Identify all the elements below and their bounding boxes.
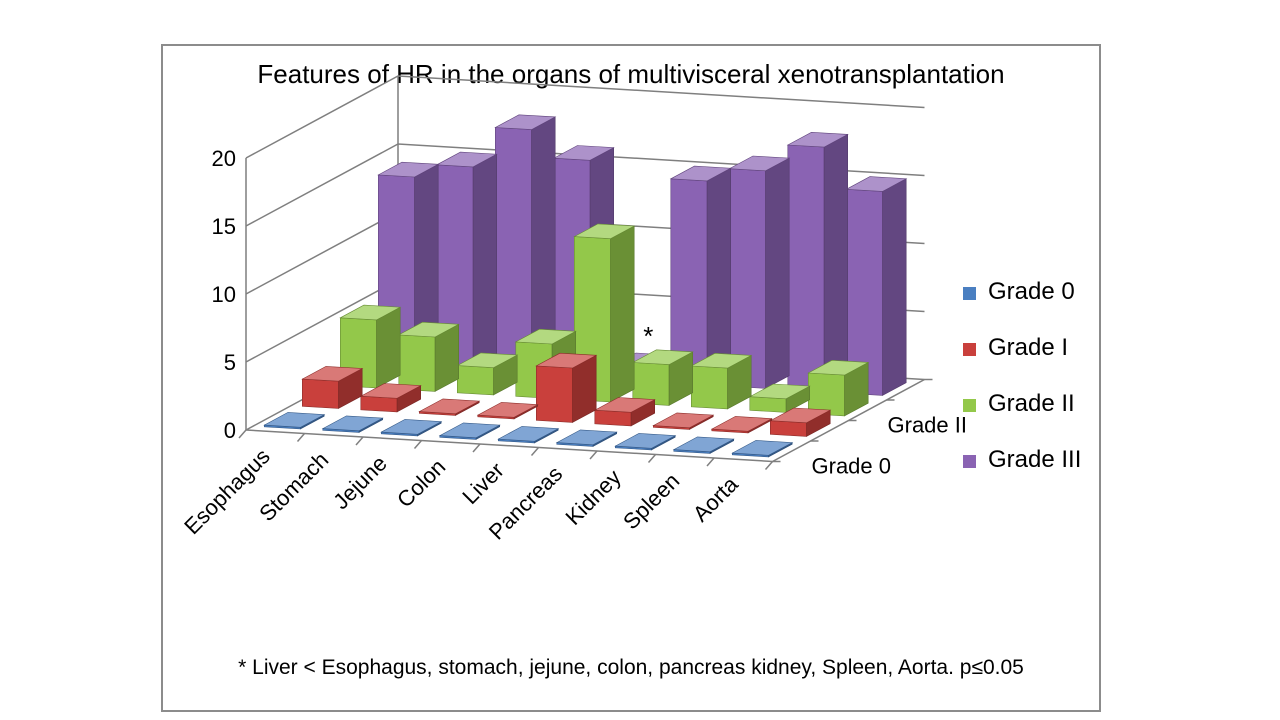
depth-tick-label: Grade 0	[812, 453, 892, 478]
x-tick-mark	[530, 447, 540, 456]
bar-grade-0-esophagus	[263, 412, 326, 430]
x-tick-mark	[238, 429, 247, 439]
bar-grade-0-spleen	[672, 436, 735, 454]
legend-item-grade-iii: Grade III	[963, 446, 1103, 476]
legend-swatch	[963, 455, 976, 468]
bar-grade-ii-jejune	[456, 352, 519, 396]
bar-grade-iii-kidney	[728, 155, 791, 389]
bar-grade-ii-kidney	[690, 352, 753, 410]
x-tick-mark	[764, 461, 774, 470]
chart-frame: Features of HR in the organs of multivis…	[161, 44, 1101, 712]
bar-grade-ii-esophagus	[339, 304, 402, 389]
bar-grade-ii-pancreas	[631, 349, 694, 406]
bar-grade-i-pancreas	[593, 397, 656, 427]
y-tick-label: 15	[212, 214, 236, 239]
chart-footnote: * Liver < Esophagus, stomach, jejune, co…	[238, 656, 1024, 679]
legend-label: Grade II	[988, 390, 1075, 417]
x-tick-mark	[296, 433, 306, 442]
x-tick-label-aorta: Aorta	[688, 471, 743, 526]
legend-label: Grade III	[988, 446, 1082, 473]
x-tick-mark	[589, 450, 598, 460]
bar-grade-iii-stomach	[435, 151, 498, 372]
legend-swatch	[963, 399, 976, 412]
x-tick-mark	[706, 457, 715, 467]
bar-grade-0-pancreas	[555, 429, 618, 447]
x-tick-label-esophagus: Esophagus	[179, 444, 275, 540]
x-tick-mark	[413, 440, 423, 449]
x-tick-mark	[472, 443, 481, 453]
depth-tick-label: Grade II	[888, 412, 967, 437]
bar-grade-i-liver	[535, 352, 598, 423]
legend-item-grade-0: Grade 0	[963, 278, 1103, 308]
bar-grade-0-aorta	[731, 440, 794, 458]
bar-grade-0-jejune	[380, 419, 443, 437]
y-tick-label: 0	[224, 418, 236, 443]
bar-grade-i-stomach	[359, 383, 422, 413]
bar-grade-i-colon	[476, 402, 539, 420]
bar-grade-iii-pancreas	[669, 165, 732, 386]
legend-swatch	[963, 343, 976, 356]
x-tick-mark	[355, 436, 364, 446]
bar-grade-0-liver	[497, 426, 560, 444]
bar-grade-0-kidney	[614, 433, 677, 451]
bar-grade-0-colon	[438, 422, 501, 440]
bar-grade-i-aorta	[769, 407, 832, 437]
bar-grade-i-esophagus	[301, 366, 364, 409]
legend-item-grade-ii: Grade II	[963, 390, 1103, 420]
bar-grade-i-jejune	[418, 398, 481, 416]
bar-grade-iii-jejune	[494, 114, 557, 375]
x-tick-label-liver: Liver	[457, 458, 508, 509]
bar-grade-ii-spleen	[748, 383, 811, 413]
significance-asterisk: *	[643, 321, 653, 351]
y-tick-label: 10	[212, 282, 236, 307]
x-tick-label-jejune: Jejune	[328, 451, 392, 515]
legend-swatch	[963, 287, 976, 300]
legend-item-grade-i: Grade I	[963, 334, 1103, 364]
bar-grade-0-stomach	[321, 415, 384, 433]
bar-grade-i-spleen	[710, 416, 773, 434]
y-tick-label: 20	[212, 146, 236, 171]
bar-grade-iii-spleen	[786, 131, 849, 393]
x-tick-mark	[647, 454, 657, 463]
bar-grade-i-kidney	[652, 412, 715, 430]
x-tick-label-colon: Colon	[392, 454, 450, 512]
bar-grade-ii-aorta	[807, 359, 870, 417]
y-tick-label: 5	[224, 350, 236, 375]
x-tick-label-kidney: Kidney	[561, 465, 626, 530]
legend-label: Grade 0	[988, 278, 1075, 305]
bar-grade-ii-stomach	[397, 321, 460, 392]
x-tick-label-spleen: Spleen	[618, 468, 684, 534]
bar-grade-iii-aorta	[845, 176, 908, 396]
legend-label: Grade I	[988, 334, 1069, 361]
